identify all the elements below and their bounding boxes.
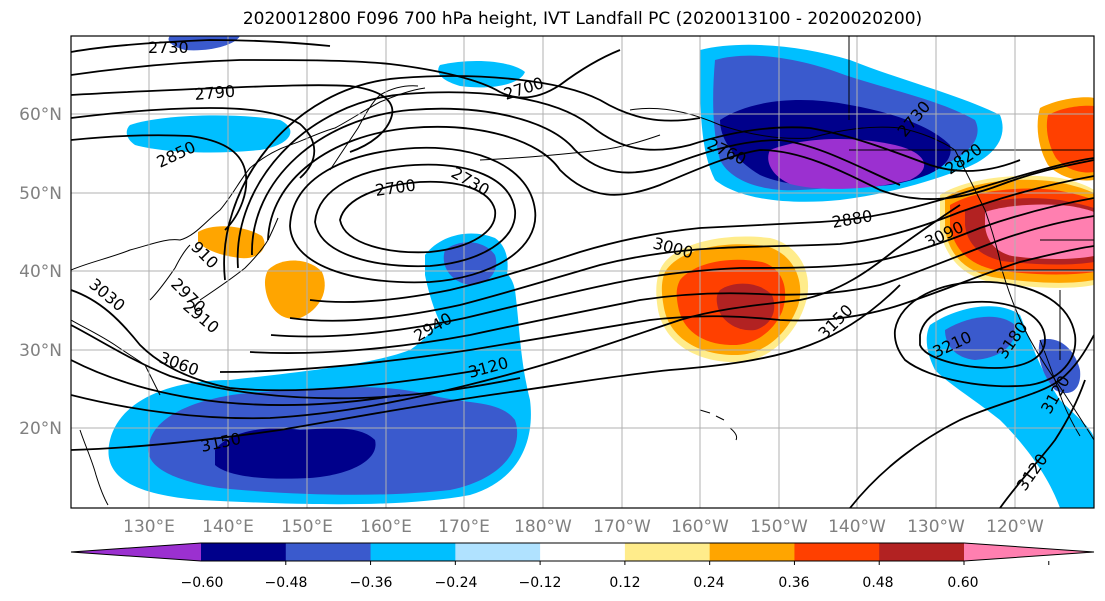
contour-3120 xyxy=(71,204,961,420)
contour-3000 xyxy=(219,245,1094,373)
contour-3180-high xyxy=(893,281,1077,388)
us-states xyxy=(1000,239,1094,360)
contour-3150-east xyxy=(999,379,1086,508)
coastline-china xyxy=(71,319,161,396)
aleutian-islands xyxy=(479,134,661,161)
colorbar-tick-label: 0.12 xyxy=(609,575,640,591)
colorbar-segment xyxy=(370,543,456,561)
contour-2730-low xyxy=(314,163,516,268)
orange-kuril xyxy=(264,260,325,319)
lon-label: 130°W xyxy=(907,517,965,537)
lon-label: 170°W xyxy=(593,517,651,537)
lon-labels: 130°E 140°E 150°E 160°E 170°E 180°W 170°… xyxy=(123,517,1044,537)
contour-2880 xyxy=(309,157,1094,303)
lon-label: 170°E xyxy=(438,517,490,537)
colorbar-tick-label: 0.48 xyxy=(862,575,893,591)
height-contours xyxy=(71,39,1094,508)
contour-3090 xyxy=(71,359,401,406)
contour-wave-2 xyxy=(251,107,901,256)
orange-japan xyxy=(198,226,265,259)
hawaii xyxy=(699,409,738,441)
colorbar-outline xyxy=(70,542,1095,562)
philippines xyxy=(79,429,109,506)
contour-3120-east xyxy=(849,334,1094,508)
coastline-asia xyxy=(71,87,426,271)
lat-label: 60°N xyxy=(19,105,62,125)
contour-2820 xyxy=(71,107,316,179)
lon-label: 180°W xyxy=(514,517,572,537)
colorbar-segment xyxy=(709,543,795,561)
colorbar-tick-label: −0.12 xyxy=(519,575,562,591)
lat-label: 40°N xyxy=(19,262,62,282)
lon-label: 140°W xyxy=(828,517,886,537)
lon-label: 150°E xyxy=(281,517,333,537)
red-pacific-northwest xyxy=(1046,105,1094,173)
lat-label: 30°N xyxy=(19,341,62,361)
coastline-japan xyxy=(199,217,279,301)
contour-2940 xyxy=(270,197,1094,338)
blue-kamchatka xyxy=(438,60,525,88)
map-frame xyxy=(70,35,1095,509)
coastline-kamchatka xyxy=(329,85,419,171)
contour-wave-3 xyxy=(236,91,1021,269)
lon-label: 150°W xyxy=(750,517,808,537)
contour-label: 2790 xyxy=(194,82,236,104)
contour-wave-1 xyxy=(267,125,1094,241)
colorbar-tick-label: −0.60 xyxy=(181,575,224,591)
coastline-north-america xyxy=(954,149,1094,441)
colorbar-segment xyxy=(285,543,372,561)
contour-2790 xyxy=(71,84,394,153)
colorbar-segment xyxy=(540,543,626,561)
lon-label: 160°W xyxy=(671,517,729,537)
colorbar-segment xyxy=(201,543,287,561)
lat-labels: 60°N 50°N 40°N 30°N 20°N xyxy=(19,105,62,439)
colorbar-segment xyxy=(624,543,711,561)
colorbar-tick-labels: −0.60 −0.48 −0.36 −0.24 −0.12 0.12 0.24 … xyxy=(181,575,979,591)
colorbar xyxy=(70,542,1095,565)
colorbar-extend-high xyxy=(964,543,1094,561)
contour-2760-north xyxy=(71,49,621,99)
colorbar-tick-label: 0.24 xyxy=(693,575,724,591)
pink-california xyxy=(985,204,1094,259)
purple-gulf-alaska xyxy=(768,138,925,189)
blue-west-siberia xyxy=(126,115,291,153)
map-plot-area: 2730 2790 2850 2700 2700 2730 2760 2730 … xyxy=(71,36,1094,508)
positive-shading xyxy=(198,97,1094,363)
contour-label: 2730 xyxy=(148,38,189,57)
contour-2700-low xyxy=(339,180,496,254)
colorbar-tick-label: −0.36 xyxy=(350,575,393,591)
contour-2910 xyxy=(289,175,1094,322)
colorbar-tick-label: −0.24 xyxy=(435,575,478,591)
navy-west-pacific xyxy=(215,428,376,479)
lon-label: 140°E xyxy=(202,517,254,537)
colorbar-tick-label: 0.60 xyxy=(947,575,978,591)
contour-2850 xyxy=(71,134,248,231)
gridlines xyxy=(71,36,1094,508)
lon-label: 120°W xyxy=(986,517,1044,537)
contour-2730-north xyxy=(71,39,331,53)
coastline-korea xyxy=(149,244,191,301)
colorbar-tick-label: 0.36 xyxy=(778,575,809,591)
contour-2970 xyxy=(249,215,1094,354)
lon-label: 130°E xyxy=(123,517,175,537)
lat-label: 50°N xyxy=(19,184,62,204)
contour-wave-4 xyxy=(223,75,701,281)
negative-shading xyxy=(108,36,1094,508)
contour-2760-low xyxy=(289,146,537,284)
colorbar-segment xyxy=(879,543,965,561)
contour-3210-high xyxy=(919,300,1046,369)
lat-label: 20°N xyxy=(19,419,62,439)
lon-label: 160°E xyxy=(360,517,412,537)
mid-blue-subtropical-east xyxy=(945,316,1016,360)
figure-title: 2020012800 F096 700 hPa height, IVT Land… xyxy=(242,9,923,29)
colorbar-extend-low xyxy=(71,543,201,561)
contour-3030 xyxy=(71,289,481,392)
colorbar-segment xyxy=(455,543,541,561)
colorbar-segment xyxy=(794,543,880,561)
colorbar-tick-label: −0.48 xyxy=(265,575,308,591)
contour-3150 xyxy=(71,284,901,451)
